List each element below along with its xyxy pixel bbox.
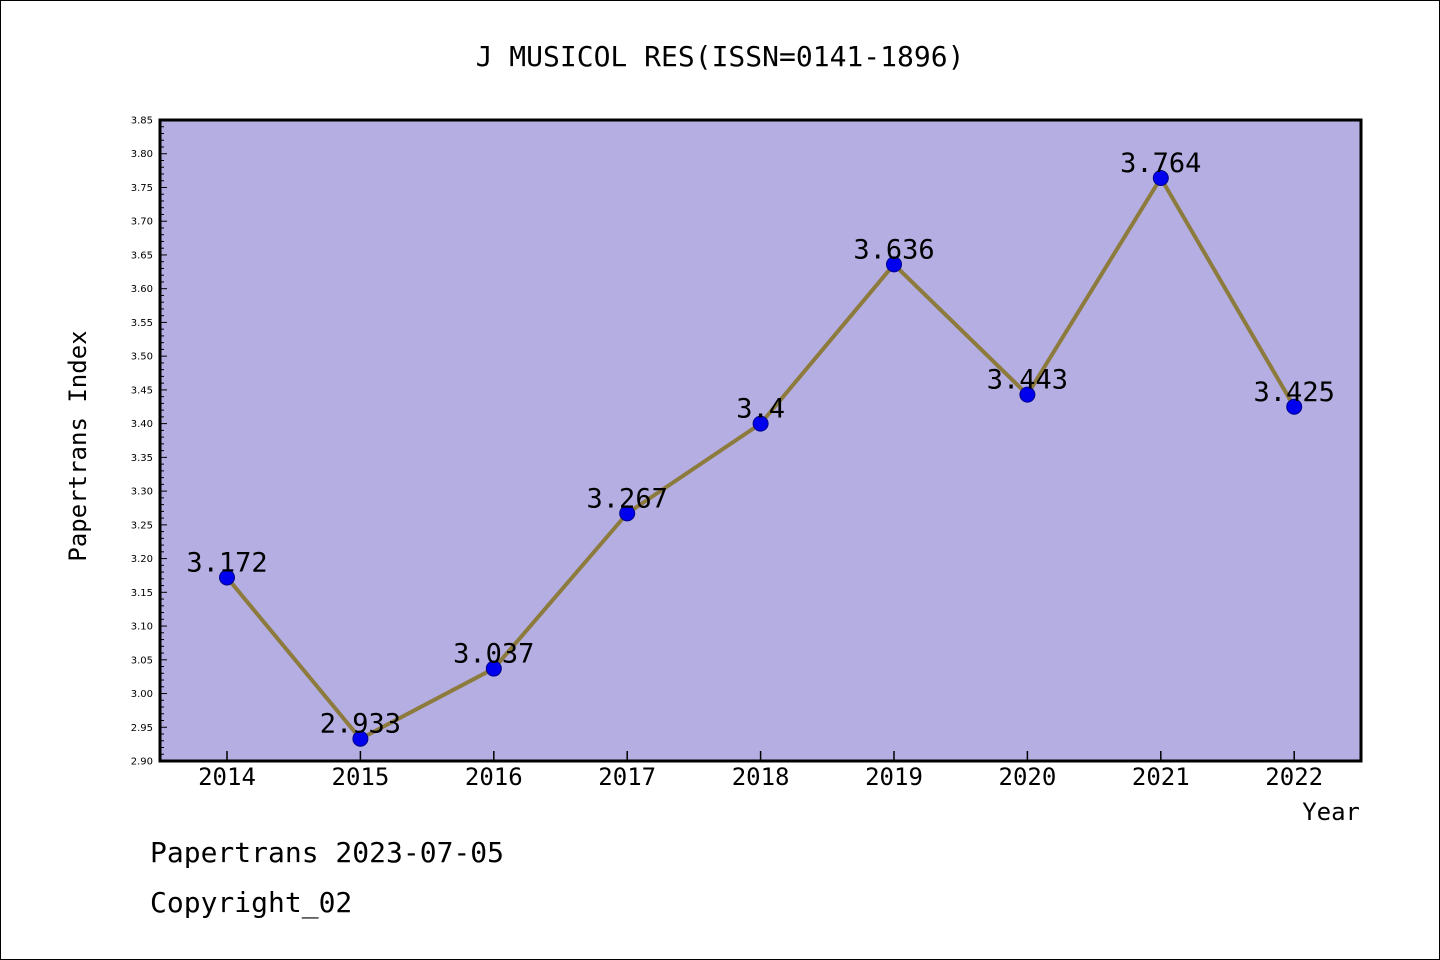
y-tick-label: 3.35 — [131, 453, 153, 464]
y-tick-label: 3.80 — [131, 149, 153, 160]
y-tick-label: 3.05 — [131, 655, 153, 666]
footer-date: Papertrans 2023-07-05 — [150, 836, 505, 869]
y-tick-label: 3.60 — [131, 284, 153, 295]
x-tick-label: 2021 — [1132, 763, 1190, 791]
plot-area — [158, 118, 1363, 763]
y-tick-label: 3.75 — [131, 183, 153, 194]
y-tick-label: 3.10 — [131, 622, 153, 633]
data-label: 3.4 — [736, 394, 785, 425]
x-tick-label: 2016 — [465, 763, 523, 791]
data-point — [752, 415, 769, 432]
y-tick-label: 3.20 — [131, 554, 153, 565]
y-tick-label: 3.70 — [131, 217, 153, 228]
y-tick-label: 3.40 — [131, 419, 153, 430]
data-point — [1019, 386, 1036, 403]
chart-title: J MUSICOL RES(ISSN=0141-1896) — [476, 40, 965, 73]
data-label: 3.443 — [987, 365, 1068, 396]
y-tick-label: 2.95 — [131, 723, 153, 734]
y-tick-label: 3.25 — [131, 520, 153, 531]
y-tick-label: 3.00 — [131, 689, 153, 700]
y-tick-label: 3.15 — [131, 588, 153, 599]
x-tick-label: 2022 — [1265, 763, 1323, 791]
data-point — [352, 730, 369, 747]
series-layer: 3.172 2.933 3.037 3.267 3.4 3.636 3.443 3.764 3.… — [186, 148, 1335, 747]
y-axis-label: Papertrans Index — [64, 330, 92, 561]
x-tick-label: 2015 — [332, 763, 390, 791]
x-tick-label: 2018 — [732, 763, 790, 791]
x-axis-label: Year — [1302, 798, 1360, 826]
x-tick-label: 2019 — [865, 763, 923, 791]
y-tick-label: 2.90 — [131, 757, 153, 768]
data-label: 3.764 — [1120, 148, 1201, 179]
data-label: 3.172 — [186, 547, 267, 578]
data-label: 3.267 — [587, 483, 668, 514]
x-tick-label: 2014 — [198, 763, 256, 791]
data-label: 3.636 — [853, 234, 934, 265]
y-tick-label: 3.85 — [131, 116, 153, 127]
data-point — [886, 256, 902, 273]
x-tick-label: 2020 — [999, 763, 1057, 791]
data-label: 3.037 — [453, 639, 534, 670]
x-axis: 2014 2015 2016 2017 2018 2019 2020 2021 2022 — [198, 751, 1323, 791]
footer-copyright: Copyright_02 — [150, 886, 353, 919]
x-tick-label: 2017 — [598, 763, 656, 791]
data-label: 3.425 — [1254, 377, 1335, 408]
data-point — [485, 660, 502, 677]
data-point — [219, 569, 235, 586]
y-tick-label: 3.30 — [131, 487, 153, 498]
y-tick-label: 3.45 — [131, 385, 153, 396]
y-tick-label: 3.50 — [131, 352, 153, 363]
y-axis: 2.90 2.95 3.00 3.05 3.10 3.15 3.20 3.25 3.30 3.35… — [131, 116, 167, 768]
data-point — [619, 505, 636, 522]
data-point — [1286, 398, 1303, 415]
data-label: 2.933 — [320, 709, 401, 740]
y-tick-label: 3.55 — [131, 318, 153, 329]
y-tick-label: 3.65 — [131, 250, 153, 261]
data-point — [1152, 170, 1169, 187]
